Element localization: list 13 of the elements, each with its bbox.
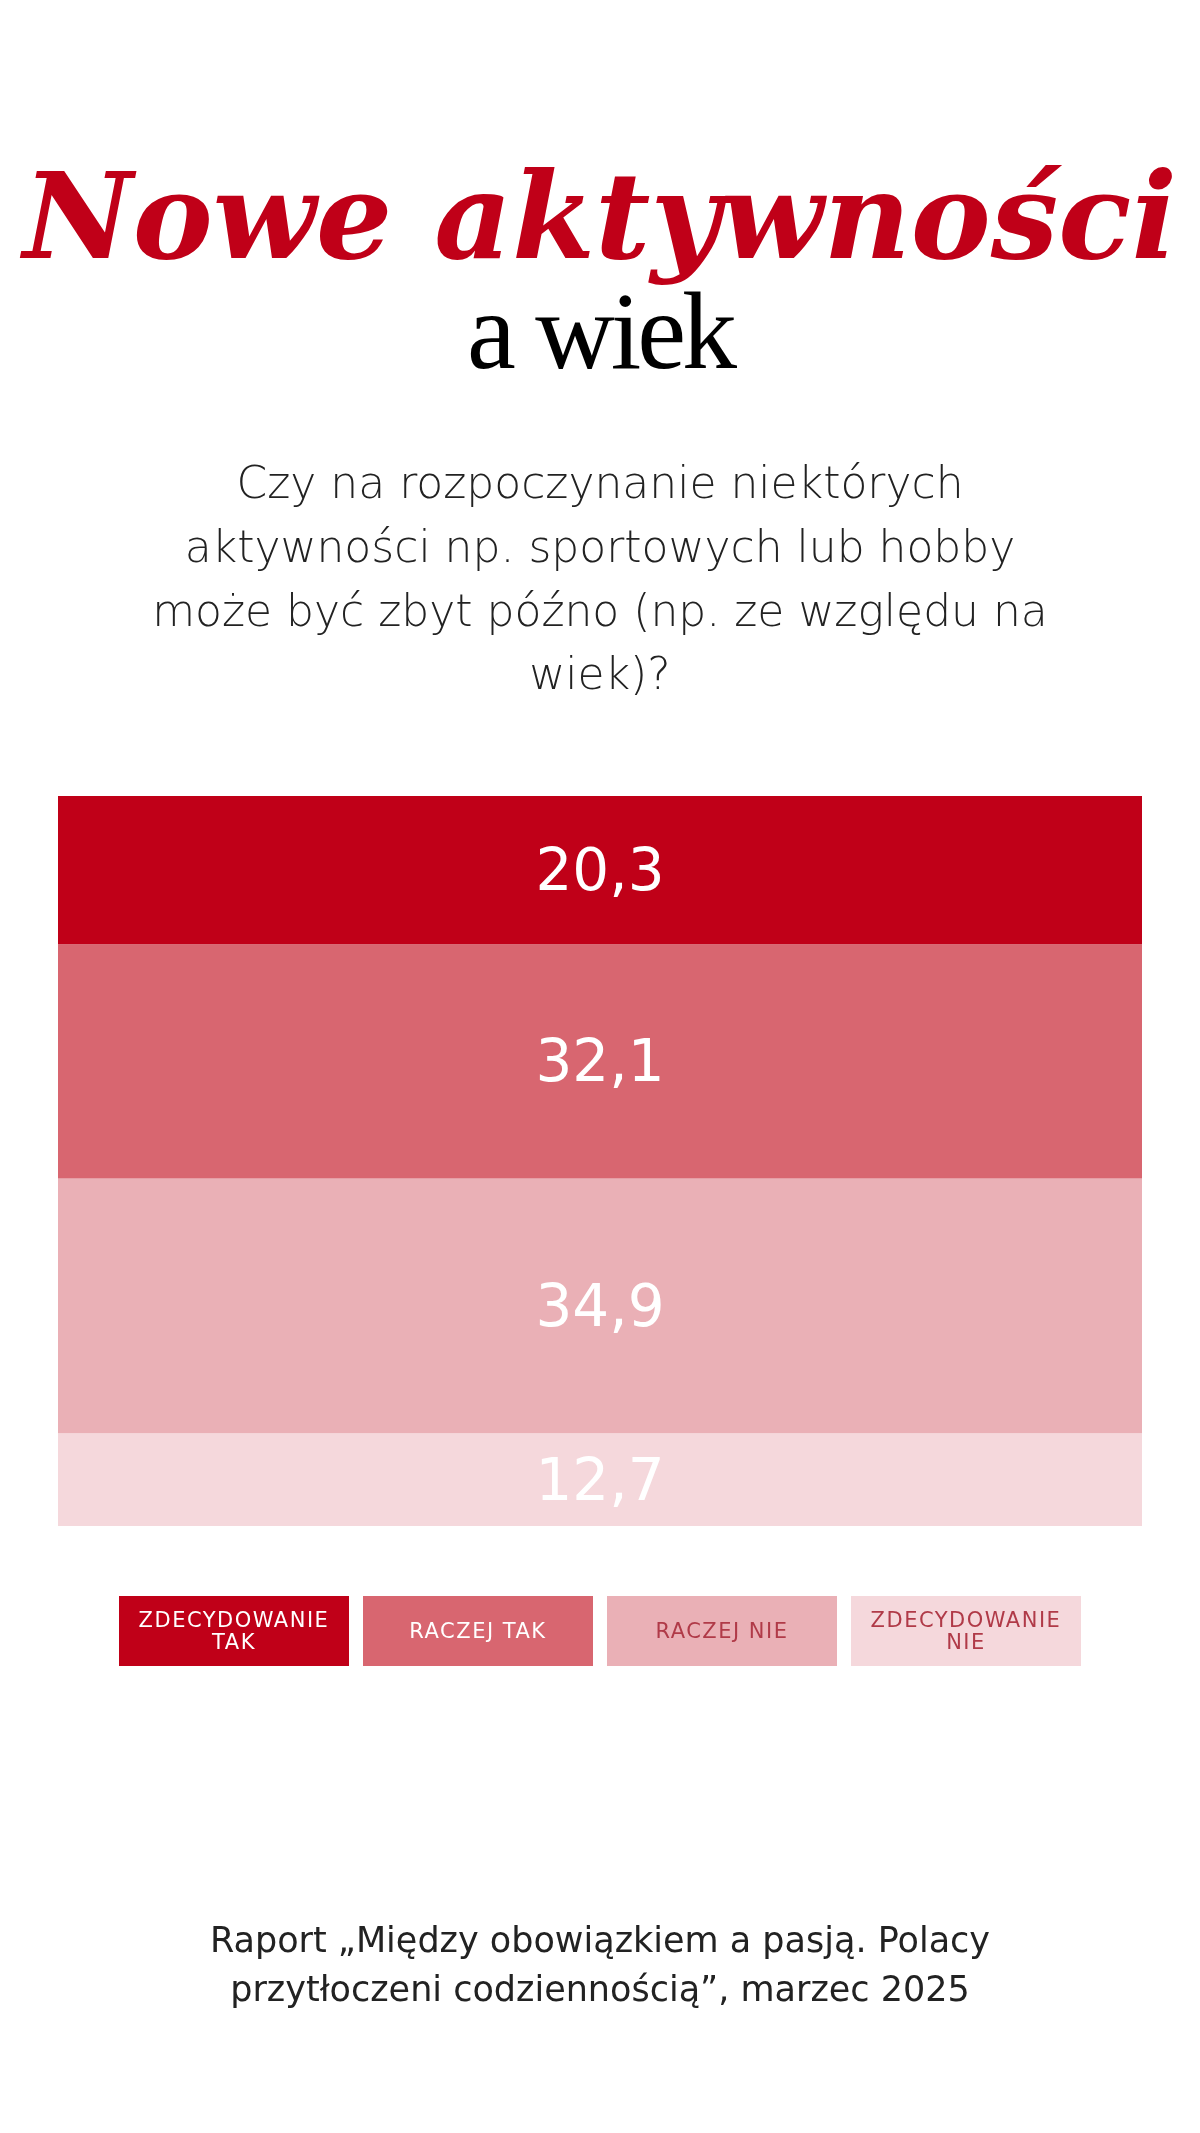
text: Czy na rozpoczynanie niektórych aktywności np. sportowych lub hobby może być zbyt późno (np. ze względu na wiek)?	[151, 456, 1049, 702]
data-label: 32,1	[535, 1027, 665, 1096]
text: Raport „Między obowiązkiem a pasją. Polacy przytłoczeni codziennością”, marzec 2025	[208, 1919, 992, 2012]
bar	[58, 944, 1142, 1179]
bar	[58, 796, 1142, 945]
text: RACZEJ NIE	[607, 1596, 837, 1667]
text: ZDECYDOWANIE TAK	[119, 1596, 349, 1667]
data-label: 34,9	[535, 1272, 665, 1341]
bar	[58, 1433, 1142, 1527]
bar	[58, 1178, 1142, 1434]
data-label: 20,3	[535, 836, 665, 905]
text: ZDECYDOWANIE NIE	[851, 1596, 1081, 1667]
text: RACZEJ TAK	[363, 1596, 593, 1667]
